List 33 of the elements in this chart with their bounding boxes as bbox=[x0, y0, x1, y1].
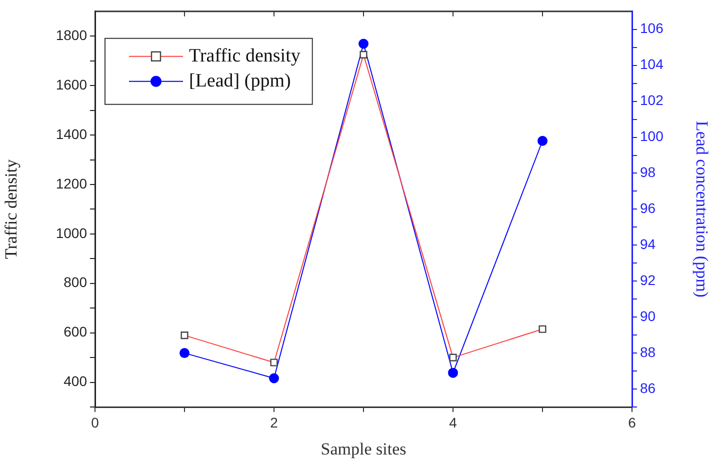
y2-tick-label: 92 bbox=[640, 272, 656, 288]
legend-label: Traffic density bbox=[189, 45, 301, 66]
point bbox=[538, 136, 548, 146]
y-tick-label: 400 bbox=[64, 373, 88, 390]
y-tick-label: 600 bbox=[64, 324, 88, 340]
y-tick-label: 1000 bbox=[56, 224, 88, 241]
y2-tick-label: 86 bbox=[640, 380, 656, 396]
y-tick-label: 1600 bbox=[56, 76, 88, 92]
y2-tick-label: 100 bbox=[640, 128, 664, 144]
y2-tick-label: 106 bbox=[640, 20, 664, 36]
y-tick-label: 800 bbox=[64, 274, 88, 290]
point bbox=[269, 373, 279, 384]
y2-tick-label: 96 bbox=[640, 200, 656, 216]
x-tick-label: 4 bbox=[449, 414, 458, 430]
x-tick-label: 6 bbox=[628, 414, 636, 430]
point bbox=[180, 348, 190, 358]
y-tick-label: 1200 bbox=[56, 175, 88, 192]
y2-axis-title: Lead concentration (ppm) bbox=[692, 120, 712, 298]
point bbox=[358, 38, 368, 49]
y2-tick-label: 88 bbox=[640, 344, 656, 360]
x-tick-label: 2 bbox=[270, 414, 278, 430]
x-tick-label: 0 bbox=[91, 414, 100, 430]
y-axis-title: Traffic density bbox=[2, 158, 21, 260]
legend-label: [Lead] (ppm) bbox=[189, 70, 291, 92]
y2-tick-label: 98 bbox=[640, 164, 656, 180]
point bbox=[448, 368, 458, 378]
y2-tick-label: 102 bbox=[640, 92, 664, 108]
y-tick-label: 1400 bbox=[56, 126, 88, 142]
y2-tick-label: 104 bbox=[640, 56, 664, 72]
y2-tick-label: 90 bbox=[640, 308, 656, 324]
x-axis-title: Sample sites bbox=[320, 439, 406, 458]
y-tick-label: 1800 bbox=[56, 26, 88, 43]
y2-tick-label: 94 bbox=[640, 236, 656, 252]
